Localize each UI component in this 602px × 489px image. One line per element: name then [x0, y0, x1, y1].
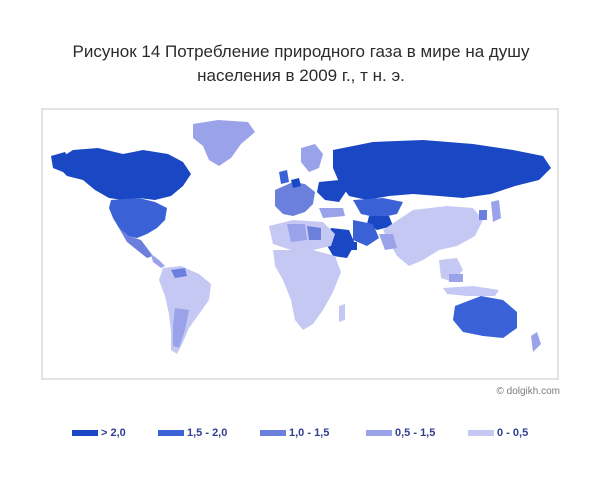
region-russia [333, 140, 551, 200]
title-line-1: Рисунок 14 Потребление природного газа в… [72, 42, 530, 61]
region-scandinavia [301, 144, 323, 172]
region-central-america [151, 254, 165, 268]
world-map-frame [41, 108, 559, 380]
region-indonesia [443, 286, 499, 296]
legend-item-0-5-1-5: 0,5 - 1,5 [366, 424, 435, 442]
region-new-zealand [531, 332, 541, 352]
region-china-india [383, 206, 483, 266]
legend-swatch-0-5-1-5 [366, 430, 392, 436]
legend-item-1-0-1-5: 1,0 - 1,5 [260, 424, 329, 442]
map-title: Рисунок 14 Потребление природного газа в… [0, 40, 602, 88]
region-western-europe [275, 182, 315, 216]
legend-item-1-5-2-0: 1,5 - 2,0 [158, 424, 227, 442]
region-greenland [193, 120, 255, 166]
region-sub-saharan-africa [273, 250, 341, 330]
region-malaysia [449, 274, 463, 282]
world-map [51, 120, 551, 354]
region-australia [453, 296, 517, 338]
region-japan [491, 200, 501, 222]
legend-swatch-1-0-1-5 [260, 430, 286, 436]
legend-item-gt-2: > 2,0 [72, 424, 126, 442]
legend-label-1-0-1-5: 1,0 - 1,5 [289, 427, 330, 439]
region-algeria [287, 224, 307, 242]
legend-label-1-5-2-0: 1,5 - 2,0 [187, 427, 228, 439]
title-line-2: населения в 2009 г., т н. э. [197, 66, 405, 85]
region-alaska [51, 152, 71, 172]
region-canada [57, 148, 191, 200]
region-usa [109, 198, 167, 238]
region-gulf-states [349, 242, 357, 250]
legend-label-0-5-1-5: 0,5 - 1,5 [395, 427, 436, 439]
region-ukraine-belarus [317, 180, 347, 202]
region-madagascar [339, 304, 345, 322]
region-uk [279, 170, 289, 184]
region-korea [479, 210, 487, 220]
region-kazakhstan [353, 198, 403, 218]
legend-swatch-1-5-2-0 [158, 430, 184, 436]
region-netherlands [291, 178, 301, 188]
region-argentina [173, 308, 189, 348]
region-pakistan [379, 234, 397, 250]
legend-swatch-gt-2 [72, 430, 98, 436]
region-turkey [319, 208, 345, 218]
region-venezuela [171, 268, 187, 278]
legend-label-0-0-5: 0 - 0,5 [497, 427, 529, 439]
legend-label-gt-2: > 2,0 [101, 427, 126, 439]
region-iran [353, 220, 379, 246]
legend-swatch-0-0-5 [468, 430, 494, 436]
region-libya [307, 226, 321, 240]
legend: > 2,0 1,5 - 2,0 1,0 - 1,5 0,5 - 1,5 0 - … [70, 424, 550, 442]
legend-item-0-0-5: 0 - 0,5 [468, 424, 528, 442]
copyright-text: © dolgikh.com [496, 386, 560, 397]
region-mexico [119, 228, 153, 258]
